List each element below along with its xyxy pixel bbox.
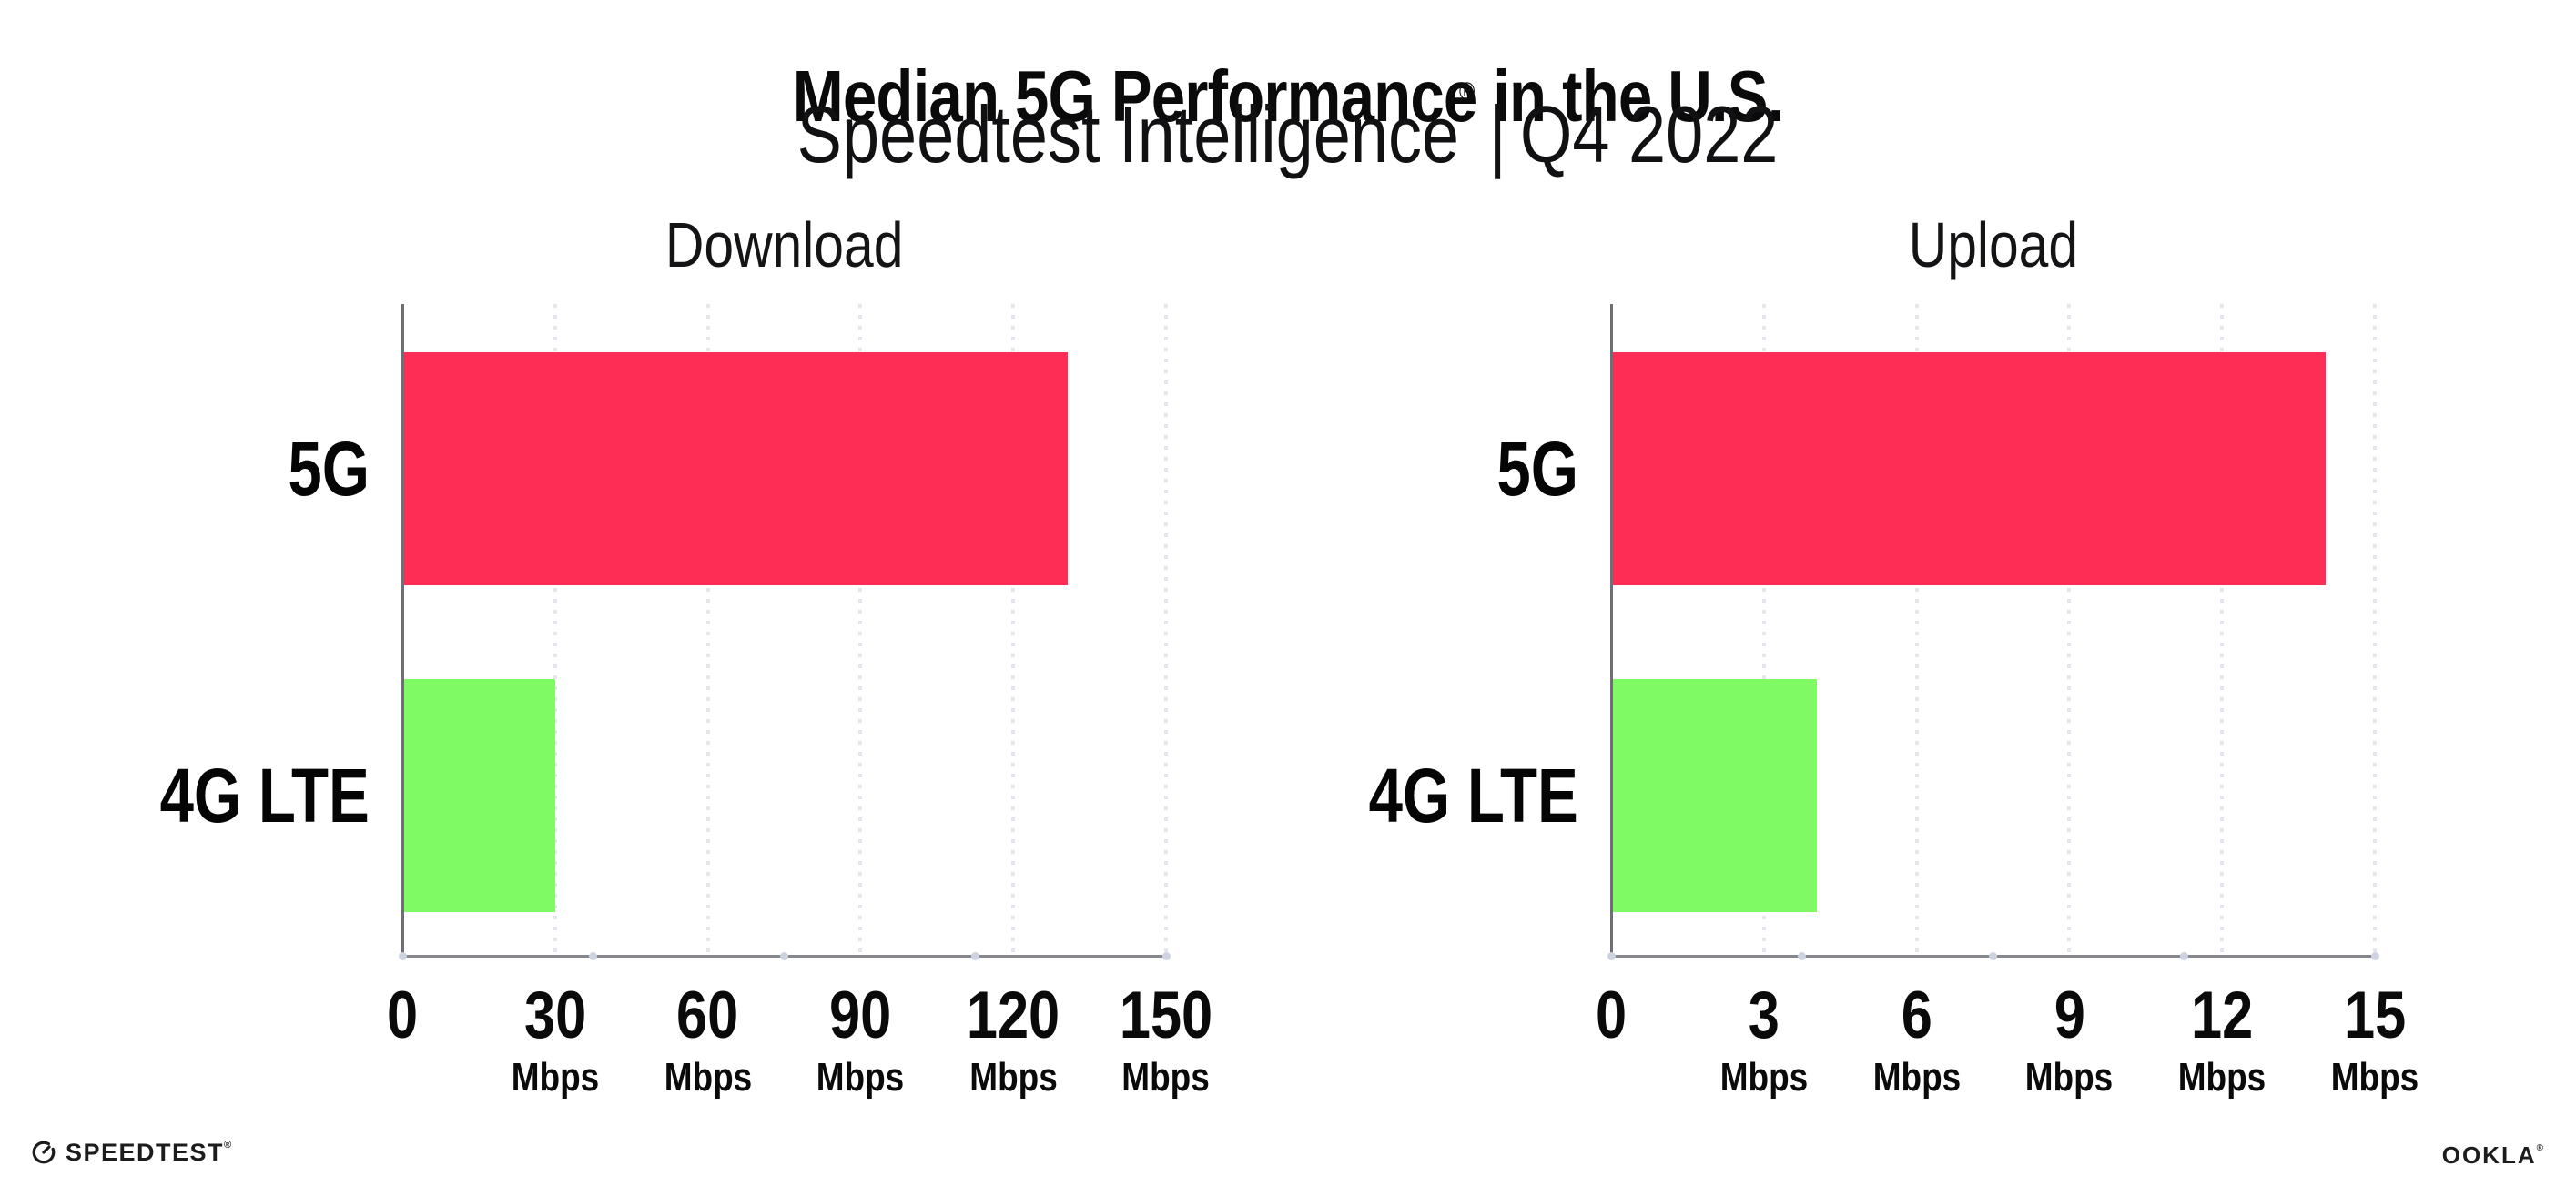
upload-x-tick-labels: 0 3 Mbps 6 Mbps 9 Mbps 12 Mbps 15 Mbps (1596, 982, 2419, 1146)
upload-chart-title-text: Upload (1908, 209, 2078, 280)
x-tick-value: 30 (523, 979, 586, 1052)
bar-5g (1613, 352, 2327, 585)
gridline-150 (1164, 304, 1168, 957)
x-tick-unit: Mbps (2025, 1055, 2114, 1100)
gridline-120 (1011, 304, 1016, 957)
x-tick-value: 3 (1748, 979, 1780, 1052)
x-tick-value: 150 (1119, 979, 1213, 1052)
gridline-9 (2067, 304, 2072, 957)
x-tick-value: 60 (676, 979, 739, 1052)
x-tick-unit: Mbps (511, 1055, 600, 1100)
x-tick-9: 9 Mbps (2017, 982, 2122, 1098)
upload-chart: Upload 5G 4G LTE 0 3 Mbps 6 Mbps 9 Mbps 12 Mbps 15… (1369, 213, 2419, 1098)
category-label-5g: 5G (1476, 431, 1578, 507)
download-chart: Download 5G 4G LTE 0 30 Mbps 60 Mbps 90 Mbps 120… (160, 213, 1212, 1098)
axis-tick-dot (1989, 952, 1997, 960)
subtitle-period: Q4 2022 (1520, 89, 1779, 179)
speedtest-gauge-icon (32, 1141, 56, 1164)
gridline-3 (1761, 304, 1766, 957)
x-tick-150: 150 Mbps (1111, 982, 1222, 1098)
category-label-4g-lte: 4G LTE (107, 757, 370, 834)
category-label-4g-lte: 4G LTE (1316, 757, 1578, 834)
speedtest-wordmark: SPEEDTEST® (66, 1138, 232, 1166)
x-tick-unit: Mbps (2330, 1055, 2419, 1100)
gridline-6 (1914, 304, 1919, 957)
bar-4g-lte (1613, 679, 1817, 912)
gridline-60 (705, 304, 710, 957)
axis-tick-dot (1607, 952, 1616, 960)
x-tick-0: 0 (384, 982, 421, 1049)
x-tick-value: 6 (1901, 979, 1932, 1052)
axis-tick-dot (780, 952, 788, 960)
download-chart-title-text: Download (664, 209, 904, 280)
x-tick-value: 120 (967, 979, 1060, 1052)
upload-plot-area: 0 3 Mbps 6 Mbps 9 Mbps 12 Mbps 15 Mbps (1596, 304, 2419, 1098)
x-tick-unit: Mbps (1872, 1055, 1961, 1100)
x-tick-value: 15 (2343, 979, 2407, 1052)
x-tick-90: 90 Mbps (808, 982, 913, 1098)
bar-4g-lte (404, 679, 556, 912)
axis-tick-dot (398, 952, 407, 960)
page-subtitle: Speedtest Intelligence® | Q4 2022 (0, 78, 2576, 177)
category-label-text: 4G LTE (1368, 753, 1578, 838)
download-y-axis-line (401, 304, 404, 957)
page-title-text: Median 5G Performance in the U.S. (792, 55, 1785, 137)
category-label-text: 5G (1496, 426, 1578, 512)
category-label-text: 4G LTE (159, 753, 370, 838)
speedtest-registered-mark-icon: ® (224, 1139, 232, 1151)
axis-tick-dot (2370, 952, 2379, 960)
axis-tick-dot (1798, 952, 1807, 960)
ookla-registered-mark-icon: ® (2536, 1143, 2543, 1154)
x-tick-30: 30 Mbps (502, 982, 607, 1098)
gridline-15 (2373, 304, 2377, 957)
x-tick-unit: Mbps (664, 1055, 752, 1100)
ookla-logo: OOKLA® (2442, 1143, 2543, 1167)
upload-chart-title: Upload (1611, 213, 2375, 286)
x-tick-120: 120 Mbps (958, 982, 1069, 1098)
speedtest-wordmark-text: SPEEDTEST (66, 1138, 225, 1166)
bar-5g (404, 352, 1069, 585)
category-label-5g: 5G (268, 431, 370, 507)
upload-y-axis-line (1610, 304, 1613, 957)
x-tick-0: 0 (1593, 982, 1630, 1049)
x-tick-value: 90 (829, 979, 892, 1052)
x-tick-3: 3 Mbps (1711, 982, 1816, 1098)
download-plot-area: 0 30 Mbps 60 Mbps 90 Mbps 120 Mbps 150 Mbps (387, 304, 1212, 1098)
gridline-30 (553, 304, 557, 957)
x-tick-12: 12 Mbps (2170, 982, 2275, 1098)
x-tick-value: 12 (2191, 979, 2254, 1052)
gridline-90 (858, 304, 863, 957)
registered-mark-icon: ® (1459, 76, 1476, 106)
x-tick-unit: Mbps (816, 1055, 905, 1100)
axis-tick-dot (1161, 952, 1171, 960)
category-label-text: 5G (288, 426, 370, 512)
download-chart-title: Download (402, 213, 1166, 286)
ookla-wordmark-text: OOKLA (2441, 1141, 2537, 1169)
page-subtitle-text: Speedtest Intelligence® | Q4 2022 (797, 78, 1779, 177)
x-tick-15: 15 Mbps (2323, 982, 2428, 1098)
download-x-tick-labels: 0 30 Mbps 60 Mbps 90 Mbps 120 Mbps 150 Mbps (387, 982, 1212, 1146)
x-tick-unit: Mbps (1121, 1055, 1211, 1100)
x-tick-60: 60 Mbps (655, 982, 760, 1098)
x-tick-unit: Mbps (969, 1055, 1058, 1100)
x-tick-unit: Mbps (2177, 1055, 2267, 1100)
x-tick-value: 0 (386, 979, 419, 1052)
x-tick-6: 6 Mbps (1864, 982, 1969, 1098)
x-tick-unit: Mbps (1719, 1055, 1809, 1100)
speedtest-logo: SPEEDTEST® (31, 1140, 231, 1165)
axis-tick-dot (2179, 952, 2188, 960)
x-tick-value: 0 (1595, 979, 1628, 1052)
gridline-12 (2220, 304, 2225, 957)
subtitle-product: Speedtest Intelligence (797, 89, 1460, 179)
page-title: Median 5G Performance in the U.S. (0, 55, 2576, 137)
axis-tick-dot (970, 952, 979, 960)
subtitle-separator: | (1488, 89, 1507, 179)
x-tick-value: 9 (2054, 979, 2085, 1052)
axis-tick-dot (589, 952, 598, 960)
